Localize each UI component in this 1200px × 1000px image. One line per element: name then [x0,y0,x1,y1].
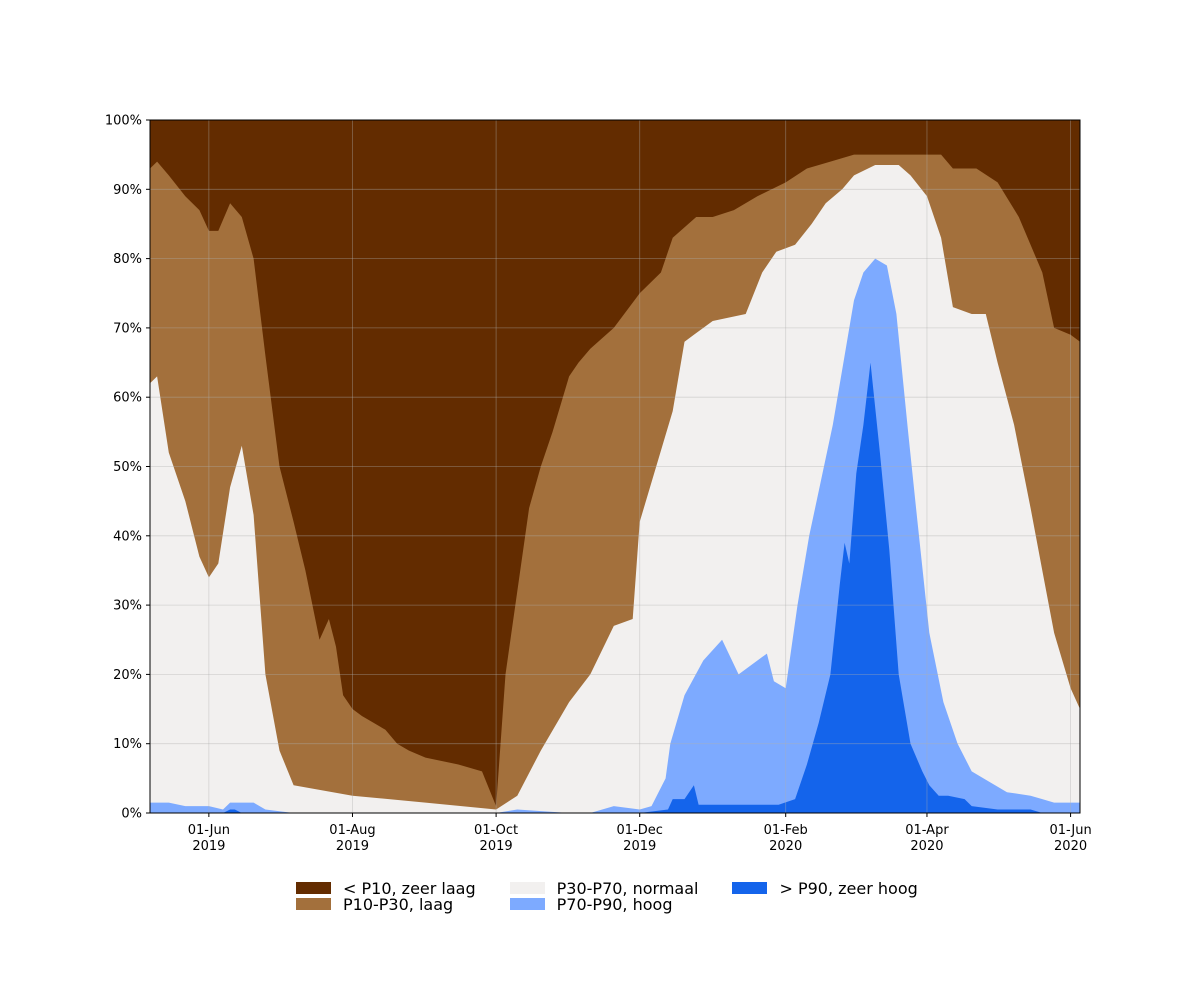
y-tick-label: 90% [113,183,142,198]
legend-label: > P90, zeer hoog [779,878,918,898]
x-tick-year-label: 2019 [623,839,656,854]
legend: < P10, zeer laag P10-P30, laag P30-P70, … [296,878,918,914]
x-tick-label: 01-Aug [329,823,375,838]
x-axis: 01-Jun201901-Aug201901-Oct201901-Dec2019… [188,813,1092,854]
legend-column: P30-P70, normaal P70-P90, hoog [509,878,699,914]
x-tick-label: 01-Jun [188,823,230,838]
x-tick-label: 01-Oct [474,823,518,838]
legend-item-normaal: P30-P70, normaal [509,878,699,898]
x-tick-year-label: 2019 [480,839,513,854]
legend-label: P10-P30, laag [343,894,454,914]
y-axis: 0% 10% 20% 30% 40% 50% 60% 70% 80% 90% 100% [105,114,150,822]
stacked-areas [150,154,1080,814]
x-tick-label: 01-Apr [905,823,949,838]
x-tick-label: 01-Feb [764,823,808,838]
y-tick-label: 20% [113,668,142,683]
legend-label: < P10, zeer laag [343,878,476,898]
grid-lines [150,119,1080,814]
x-tick-year-label: 2019 [336,839,369,854]
legend-swatch [509,898,545,910]
legend-item-laag: P10-P30, laag [296,894,476,914]
y-tick-label: 0% [121,807,142,822]
legend-swatch [732,882,768,894]
x-tick-year-label: 2020 [910,839,943,854]
legend-swatch [296,882,331,894]
y-tick-label: 10% [113,737,142,752]
legend-swatch [509,882,545,894]
y-tick-label: 50% [113,460,142,475]
y-tick-label: 80% [113,252,142,267]
legend-label: P30-P70, normaal [556,878,699,898]
y-tick-label: 30% [113,599,142,614]
x-tick-year-label: 2020 [769,839,802,854]
legend-column: < P10, zeer laag P10-P30, laag [296,878,476,914]
legend-item-zeer-laag: < P10, zeer laag [296,878,476,898]
y-tick-label: 70% [113,321,142,336]
legend-column: > P90, zeer hoog [732,878,918,912]
y-tick-label: 100% [105,114,142,129]
legend-item-hoog: P70-P90, hoog [509,894,699,914]
x-tick-year-label: 2020 [1054,839,1087,854]
x-tick-label: 01-Dec [617,823,663,838]
y-tick-label: 60% [113,391,142,406]
x-tick-label: 01-Jun [1049,823,1091,838]
legend-swatch [296,898,331,910]
area-series--p90-zeer-hoog [150,362,1080,813]
y-tick-label: 40% [113,529,142,544]
legend-item-zeer-hoog: > P90, zeer hoog [732,878,918,898]
legend-label: P70-P90, hoog [556,894,673,914]
x-tick-year-label: 2019 [192,839,225,854]
